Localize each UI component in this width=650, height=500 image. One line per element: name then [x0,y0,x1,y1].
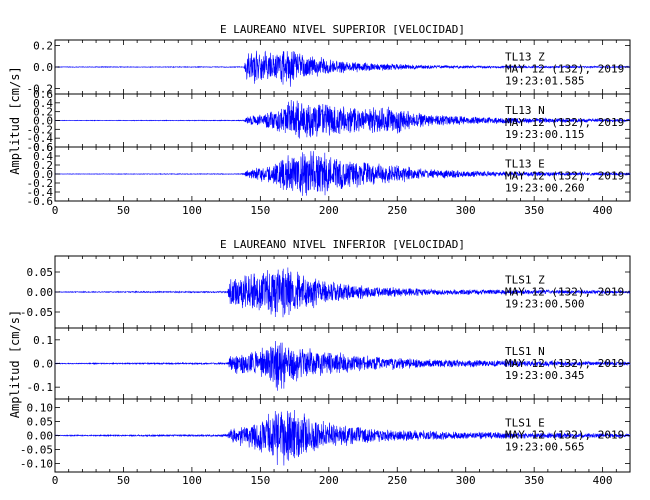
x-tick-label: 100 [182,474,202,487]
chart-title: E LAUREANO NIVEL INFERIOR [VELOCIDAD] [220,238,465,251]
station-label: TL13 Z [505,51,545,64]
waveform-trace [54,340,631,391]
y-tick-label: -0.2 [27,123,54,136]
waveform-trace [55,100,631,139]
date-label: MAY 12 (132), 2019 [505,170,624,183]
station-label: TLS1 N [505,345,545,358]
x-tick-label: 400 [593,474,613,487]
date-label: MAY 12 (132), 2019 [505,285,624,298]
waveform-trace [54,50,631,87]
chart-title: E LAUREANO NIVEL SUPERIOR [VELOCIDAD] [220,23,465,36]
y-tick-label: 0.0 [33,61,53,74]
y-axis-label: Amplitud [cm/s] [8,66,22,174]
y-tick-label: 0.2 [33,39,53,52]
y-tick-label: -0.4 [27,186,54,199]
x-tick-label: 250 [387,474,407,487]
date-label: MAY 12 (132), 2019 [505,63,624,76]
station-label: TLS1 Z [505,273,545,286]
y-tick-label: 0.0 [33,358,53,371]
x-tick-label: 250 [387,204,407,217]
y-axis-label: Amplitud [cm/s] [8,310,22,418]
x-tick-label: 350 [524,474,544,487]
y-tick-label: -0.2 [27,83,54,96]
chart-1: E LAUREANO NIVEL SUPERIOR [VELOCIDAD] Amp… [8,23,631,217]
date-label: MAY 12 (132), 2019 [505,357,624,370]
station-label: TL13 N [505,104,545,117]
y-tick-label: -0.6 [27,195,54,208]
y-tick-label: 0.0 [33,115,53,128]
x-tick-label: 300 [456,204,476,217]
x-tick-label: 400 [593,204,613,217]
y-tick-label: -0.10 [20,458,53,471]
x-tick-label: 0 [52,204,59,217]
y-tick-label: 0.0 [33,168,53,181]
y-tick-label: -0.4 [27,132,54,145]
x-tick-label: 200 [319,204,339,217]
y-tick-label: 0.10 [27,401,54,414]
y-tick-label: -0.05 [20,444,53,457]
y-tick-label: 0.00 [27,286,54,299]
y-tick-label: 0.2 [33,106,53,119]
waveform-trace [54,410,631,466]
y-tick-label: 0.1 [33,334,53,347]
time-label: 19:23:00.500 [505,297,584,310]
chart-2: E LAUREANO NIVEL INFERIOR [VELOCIDAD] Amp… [8,238,631,487]
x-tick-label: 50 [117,474,130,487]
x-tick-label: 150 [250,474,270,487]
station-label: TL13 E [505,158,545,171]
y-tick-label: -0.05 [20,306,53,319]
y-tick-label: -0.6 [27,141,54,154]
y-tick-label: 0.2 [33,159,53,172]
date-label: MAY 12 (132), 2019 [505,429,624,442]
y-tick-label: 0.4 [33,150,53,163]
x-tick-label: 300 [456,474,476,487]
x-tick-label: 100 [182,204,202,217]
x-tick-label: 50 [117,204,130,217]
x-tick-label: 350 [524,204,544,217]
y-tick-label: 0.6 [33,88,53,101]
y-tick-label: 0.6 [33,141,53,154]
station-label: TLS1 E [505,417,545,430]
x-tick-label: 200 [319,474,339,487]
y-tick-label: 0.4 [33,97,53,110]
y-tick-label: 0.00 [27,430,54,443]
time-label: 19:23:00.345 [505,369,584,382]
waveform-trace [54,151,631,196]
date-label: MAY 12 (132), 2019 [505,116,624,129]
waveform-trace [54,267,631,318]
y-tick-label: 0.05 [27,415,54,428]
time-label: 19:23:00.565 [505,441,584,454]
y-tick-label: -0.1 [27,381,54,394]
x-tick-label: 0 [52,474,59,487]
y-tick-label: -0.2 [27,177,54,190]
time-label: 19:23:00.115 [505,128,584,141]
time-label: 19:23:00.260 [505,182,584,195]
y-tick-label: 0.05 [27,266,54,279]
time-label: 19:23:01.585 [505,75,584,88]
x-tick-label: 150 [250,204,270,217]
